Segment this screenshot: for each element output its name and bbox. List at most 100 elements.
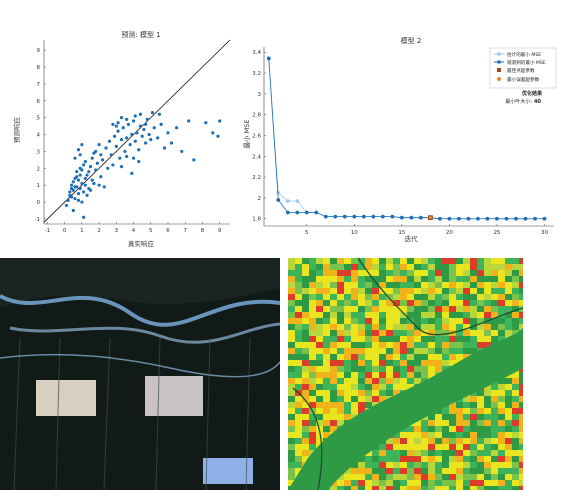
scatter-point — [140, 134, 144, 138]
map-field-cell — [302, 300, 309, 306]
map-field-cell — [365, 360, 372, 366]
scatter-point — [137, 148, 141, 152]
map-field-cell — [309, 360, 316, 366]
map-field-cell — [484, 306, 491, 312]
map-field-cell — [421, 468, 428, 474]
map-field-cell — [316, 408, 323, 414]
map-field-cell — [316, 396, 323, 402]
map-field-cell — [477, 426, 484, 432]
map-field-cell — [288, 372, 295, 378]
mse-axes: 5 10 15 20 25 30 1.8 2 2.2 2.4 2.6 2.8 3 3.2 3.4 — [252, 47, 554, 236]
map-field-cell — [414, 318, 421, 324]
map-field-cell — [421, 306, 428, 312]
map-field-cell — [421, 426, 428, 432]
map-field-cell — [379, 396, 386, 402]
map-field-cell — [295, 300, 302, 306]
map-field-cell — [407, 486, 414, 490]
map-field-cell — [351, 318, 358, 324]
map-field-cell — [393, 450, 400, 456]
scatter-point — [106, 166, 110, 170]
map-field-cell — [491, 474, 498, 480]
map-field-cell — [435, 360, 442, 366]
map-field-cell — [358, 384, 365, 390]
map-field-cell — [498, 486, 505, 490]
est-mse-point — [285, 199, 290, 203]
map-field-cell — [386, 318, 393, 324]
scatter-point — [125, 117, 129, 121]
map-field-cell — [393, 342, 400, 348]
map-field-cell — [351, 294, 358, 300]
map-field-cell — [393, 456, 400, 462]
map-field-cell — [512, 282, 519, 288]
map-field-cell — [337, 420, 344, 426]
map-field-cell — [519, 408, 523, 414]
map-field-cell — [358, 402, 365, 408]
map-field-cell — [302, 402, 309, 408]
map-field-cell — [337, 402, 344, 408]
map-field-cell — [302, 270, 309, 276]
map-field-cell — [309, 402, 316, 408]
map-field-cell — [428, 366, 435, 372]
map-field-cell — [379, 366, 386, 372]
map-field-cell — [309, 390, 316, 396]
map-field-cell — [484, 414, 491, 420]
map-field-cell — [400, 312, 407, 318]
map-field-cell — [428, 372, 435, 378]
map-field-cell — [491, 420, 498, 426]
mse-y-tick-label: 2.4 — [252, 154, 261, 160]
map-field-cell — [491, 324, 498, 330]
map-field-cell — [302, 444, 309, 450]
map-field-cell — [358, 468, 365, 474]
map-field-cell — [323, 276, 330, 282]
map-field-cell — [302, 432, 309, 438]
map-field-cell — [400, 438, 407, 444]
map-field-cell — [477, 390, 484, 396]
obs-mse-point — [542, 216, 547, 221]
map-field-cell — [393, 372, 400, 378]
map-field-cell — [512, 462, 519, 468]
map-field-cell — [400, 348, 407, 354]
map-field-cell — [330, 264, 337, 270]
map-field-cell — [477, 318, 484, 324]
map-field-cell — [330, 420, 337, 426]
map-field-cell — [365, 312, 372, 318]
scatter-point — [135, 131, 139, 135]
map-field-cell — [379, 390, 386, 396]
map-field-cell — [365, 402, 372, 408]
scatter-x-tick-label: 7 — [183, 228, 187, 234]
map-field-cell — [449, 474, 456, 480]
map-field-cell — [344, 414, 351, 420]
map-field-cell — [456, 324, 463, 330]
map-field-cell — [463, 294, 470, 300]
map-field-cell — [414, 306, 421, 312]
map-field-cell — [407, 366, 414, 372]
map-field-cell — [491, 288, 498, 294]
scatter-point — [97, 183, 101, 187]
map-field-cell — [379, 474, 386, 480]
scatter-x-tick-label: 4 — [132, 228, 136, 234]
mse-y-tick-label: 2.8 — [252, 113, 261, 119]
map-field-cell — [491, 336, 498, 342]
map-field-cell — [470, 432, 477, 438]
map-field-cell — [330, 396, 337, 402]
map-field-cell — [316, 372, 323, 378]
map-field-cell — [470, 414, 477, 420]
map-field-cell — [498, 270, 505, 276]
map-field-cell — [505, 270, 512, 276]
map-field-cell — [309, 264, 316, 270]
scatter-point — [111, 122, 115, 127]
map-field-cell — [505, 288, 512, 294]
map-field-cell — [309, 270, 316, 276]
map-field-cell — [519, 378, 523, 384]
map-field-cell — [505, 408, 512, 414]
map-field-cell — [351, 402, 358, 408]
map-field-cell — [407, 462, 414, 468]
scatter-point — [78, 186, 82, 191]
map-field-cell — [498, 306, 505, 312]
map-field-cell — [456, 444, 463, 450]
map-field-cell — [421, 366, 428, 372]
map-field-cell — [365, 300, 372, 306]
map-field-cell — [379, 378, 386, 384]
map-field-cell — [316, 384, 323, 390]
map-field-cell — [477, 288, 484, 294]
